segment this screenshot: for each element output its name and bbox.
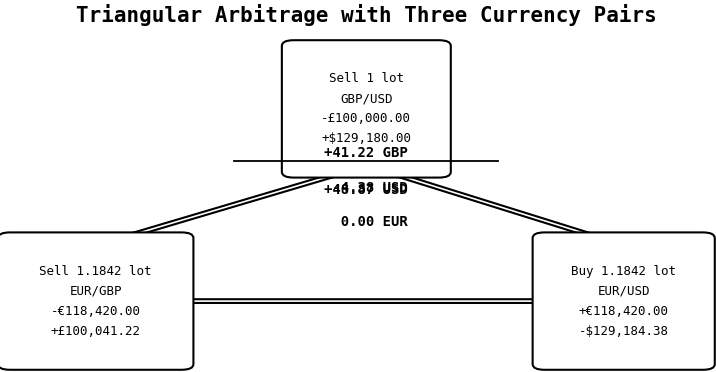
FancyBboxPatch shape bbox=[533, 232, 715, 370]
FancyBboxPatch shape bbox=[0, 232, 193, 370]
Text: +48.87 USD: +48.87 USD bbox=[324, 183, 408, 197]
Text: Sell 1.1842 lot
EUR/GBP
-€118,420.00
+£100,041.22: Sell 1.1842 lot EUR/GBP -€118,420.00 +£1… bbox=[39, 264, 152, 338]
Text: 0.00 EUR: 0.00 EUR bbox=[324, 215, 408, 229]
Text: Buy 1.1842 lot
EUR/USD
+€118,420.00
-$129,184.38: Buy 1.1842 lot EUR/USD +€118,420.00 -$12… bbox=[571, 264, 676, 338]
Text: Sell 1 lot
GBP/USD
-£100,000.00
+$129,180.00: Sell 1 lot GBP/USD -£100,000.00 +$129,18… bbox=[321, 73, 411, 145]
FancyBboxPatch shape bbox=[282, 40, 451, 177]
Text: -4.38 USD: -4.38 USD bbox=[324, 181, 408, 195]
Text: +41.22 GBP: +41.22 GBP bbox=[324, 146, 408, 160]
Title: Triangular Arbitrage with Three Currency Pairs: Triangular Arbitrage with Three Currency… bbox=[76, 4, 657, 26]
